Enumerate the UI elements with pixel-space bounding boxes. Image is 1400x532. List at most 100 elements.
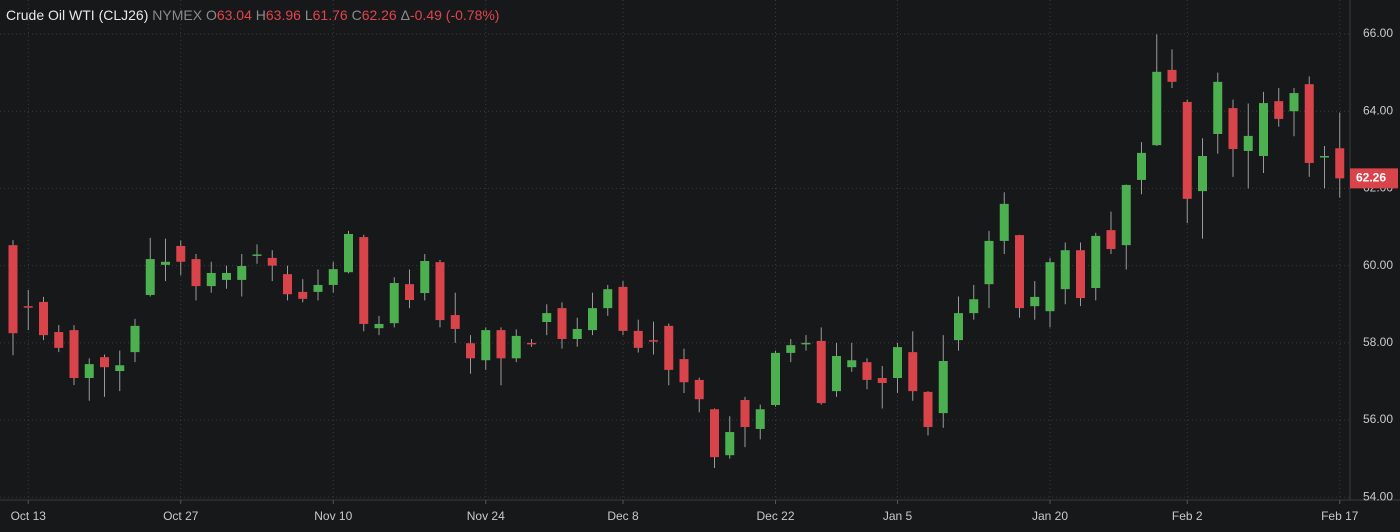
candle-body: [725, 432, 735, 456]
candle-body: [1243, 135, 1253, 151]
instrument: Crude Oil WTI (CLJ26): [6, 7, 149, 23]
y-tick-label: 56.00: [1363, 412, 1393, 426]
candle-body: [771, 352, 780, 406]
x-tick-label: Dec 22: [756, 509, 794, 523]
candle-body: [1320, 155, 1329, 158]
price-badge-label: 62.26: [1356, 171, 1386, 185]
candle-body: [649, 340, 658, 342]
candle-body: [511, 335, 521, 359]
candle-body: [1228, 108, 1238, 150]
candle-body: [832, 355, 841, 392]
candle-body: [481, 330, 491, 361]
header: Crude Oil WTI (CLJ26) NYMEX O63.04 H63.9…: [6, 7, 499, 23]
label: L: [304, 7, 313, 23]
candle-body: [603, 289, 613, 309]
candle-body: [176, 245, 186, 262]
candle-body: [938, 361, 948, 414]
candle-body: [877, 377, 887, 384]
low-value: 61.76: [312, 7, 348, 23]
candle-body: [542, 313, 552, 323]
candle-body: [1060, 250, 1070, 290]
label: C: [351, 7, 362, 23]
y-tick-label: 60.00: [1363, 258, 1393, 272]
candle-body: [206, 272, 216, 287]
candle-body: [710, 409, 719, 458]
candle-body: [527, 342, 536, 345]
candle-body: [786, 345, 796, 353]
candle-body: [1304, 84, 1314, 163]
candle-body: [694, 379, 704, 400]
candle-body: [1076, 250, 1085, 299]
candle-body: [1182, 101, 1192, 199]
x-tick-label: Oct 13: [11, 509, 47, 523]
candle-body: [359, 237, 369, 324]
candle-body: [130, 325, 140, 353]
candle-body: [115, 365, 125, 372]
candle-body: [1106, 230, 1116, 250]
x-tick-label: Feb 2: [1172, 509, 1203, 523]
y-tick-label: 58.00: [1363, 335, 1393, 349]
candle-body: [816, 340, 826, 404]
candle-body: [1289, 93, 1299, 112]
candle-body: [54, 332, 64, 348]
candle-body: [862, 362, 872, 380]
candle-body: [496, 330, 506, 359]
candle-body: [801, 342, 811, 345]
candle-body: [1152, 71, 1162, 146]
candle-body: [1167, 69, 1177, 82]
candle-body: [1213, 81, 1223, 134]
candle-body: [222, 272, 231, 280]
candle-body: [420, 261, 430, 294]
change: -0.49 (-0.78%): [409, 7, 500, 23]
candle-body: [84, 364, 94, 378]
candle-body: [8, 245, 18, 334]
x-tick-label: Oct 27: [163, 509, 199, 523]
candle-body: [313, 284, 323, 292]
candle-body: [435, 262, 445, 321]
y-tick-label: 64.00: [1363, 103, 1393, 117]
candle-body: [1091, 235, 1101, 289]
exchange: NYMEX: [152, 7, 203, 23]
label: Δ: [400, 7, 410, 23]
x-tick-label: Dec 8: [607, 509, 639, 523]
candle-body: [328, 269, 338, 285]
high-value: 63.96: [265, 7, 301, 23]
candle-body: [755, 409, 765, 429]
candle-body: [100, 357, 109, 368]
candle-body: [572, 328, 582, 339]
candle-body: [969, 299, 979, 314]
candle-body: [344, 233, 353, 273]
candle-body: [1137, 152, 1146, 180]
candle-body: [1274, 101, 1284, 119]
candle-body: [23, 306, 33, 308]
candle-body: [389, 283, 399, 324]
y-tick-label: 66.00: [1363, 26, 1393, 40]
label: O: [205, 7, 217, 23]
candle-body: [1015, 235, 1024, 309]
candle-body: [466, 343, 475, 359]
candle-body: [984, 240, 994, 285]
price-badge: [1350, 168, 1398, 189]
candle-body: [450, 315, 460, 329]
candle-body: [618, 286, 628, 331]
candle-body: [405, 284, 414, 300]
candle-body: [1045, 262, 1055, 312]
candle-body: [740, 400, 750, 428]
candle-body: [267, 257, 277, 266]
candle-body: [923, 391, 933, 428]
x-tick-label: Nov 10: [314, 509, 352, 523]
close-value: 62.26: [361, 7, 397, 23]
candle-body: [588, 308, 597, 331]
candle-body: [557, 308, 567, 339]
candle-body: [145, 259, 155, 295]
candle-body: [679, 359, 689, 383]
candle-body: [161, 261, 170, 265]
candle-body: [252, 254, 262, 256]
candle-body: [1198, 155, 1207, 192]
x-tick-label: Jan 5: [883, 509, 913, 523]
candle-body: [283, 274, 292, 295]
candle-body: [1121, 184, 1131, 246]
candle-body: [893, 347, 902, 378]
